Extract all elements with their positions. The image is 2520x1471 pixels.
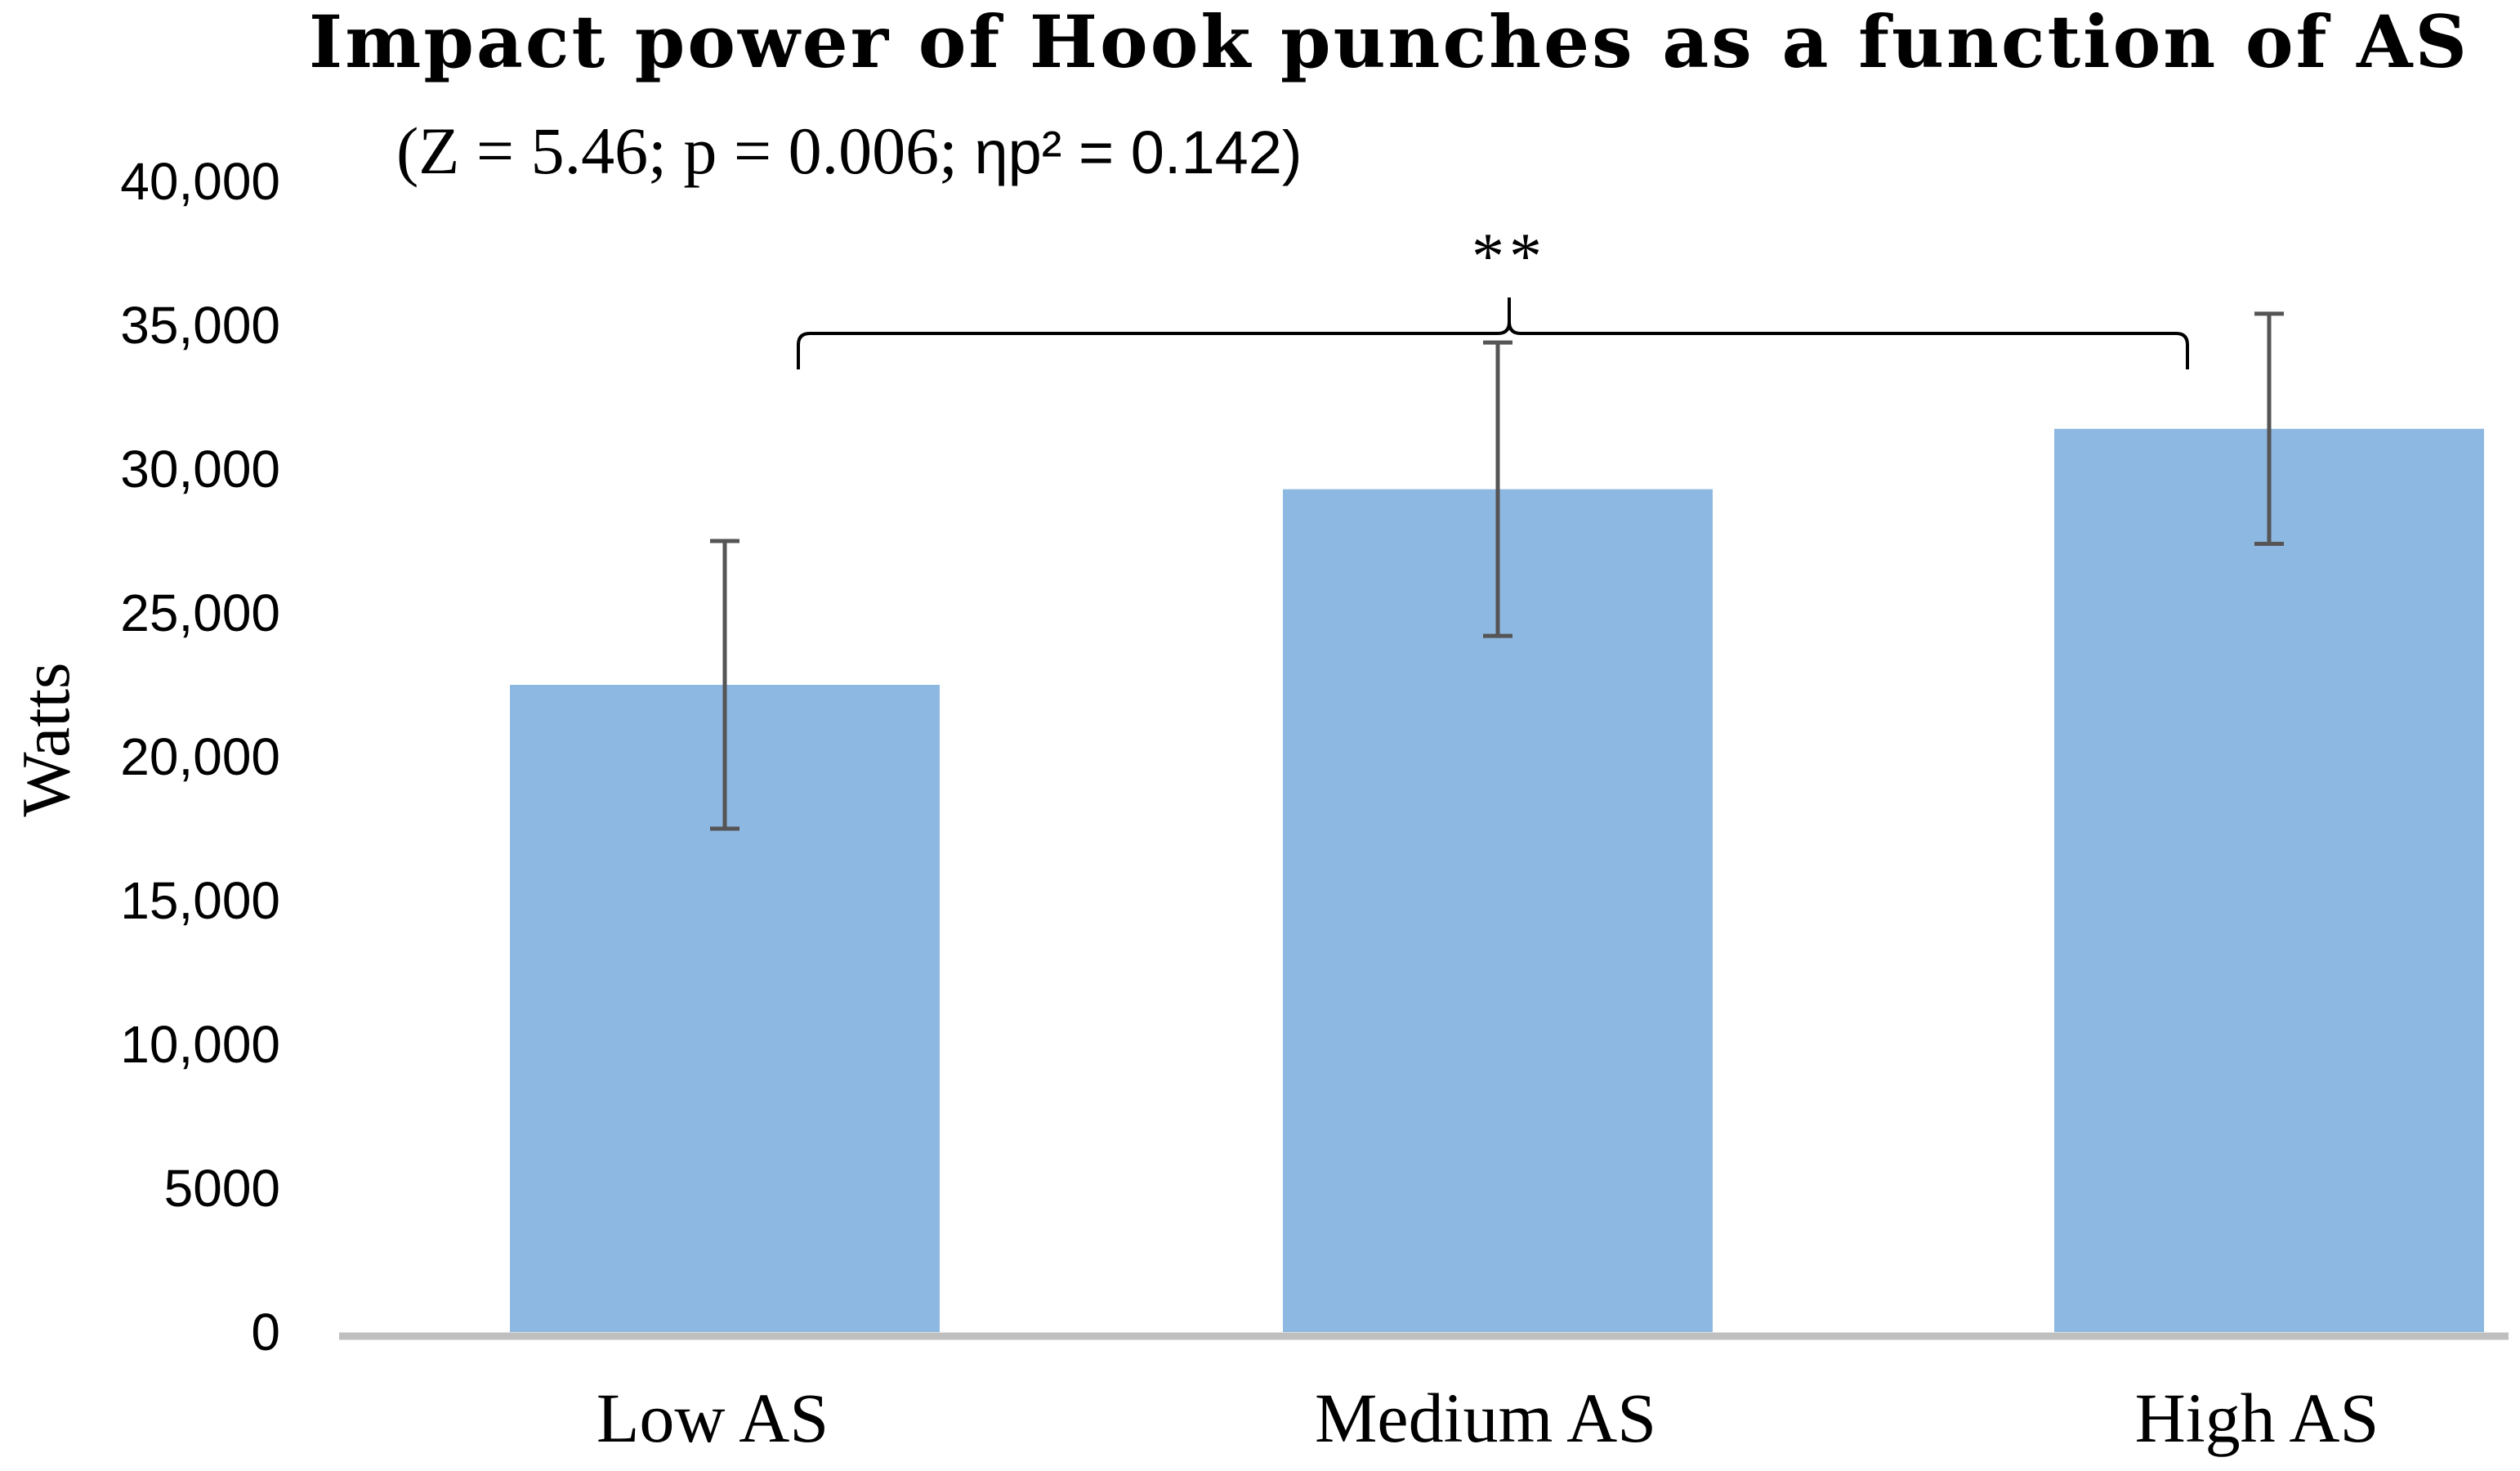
x-tick-label: High AS <box>2135 1379 2379 1457</box>
x-tick-label: Medium AS <box>1315 1379 1656 1457</box>
error-bars <box>710 311 2284 831</box>
x-tick-label: Low AS <box>596 1379 829 1457</box>
y-axis-ticks: 0 5000 10,000 15,000 20,000 25,000 30,000 35,00… <box>120 152 280 1361</box>
y-tick-label: 10,000 <box>120 1015 280 1074</box>
chart-subtitle: (Z = 5.46; p = 0.006; ηp² = 0.142) <box>396 114 1302 188</box>
y-axis-label: Watts <box>8 662 84 816</box>
error-bar <box>2254 311 2284 547</box>
y-tick-label: 25,000 <box>120 583 280 642</box>
significance-label: ** <box>1472 221 1547 293</box>
y-tick-label: 5000 <box>164 1159 280 1218</box>
y-tick-label: 30,000 <box>120 440 280 499</box>
y-tick-label: 40,000 <box>120 152 280 211</box>
y-tick-label: 20,000 <box>120 727 280 786</box>
y-tick-label: 35,000 <box>120 296 280 355</box>
subtitle-effect-size: ηp² = 0.142) <box>974 118 1302 186</box>
subtitle-stats: (Z = 5.46; p = 0.006; <box>396 114 974 188</box>
bar <box>2054 428 2484 1332</box>
chart-title: Impact power of Hook punches as a functi… <box>309 0 2469 84</box>
error-bar <box>1483 340 1512 638</box>
significance-bracket <box>797 297 2189 369</box>
significance-annotations: ** <box>797 221 2189 369</box>
y-tick-label: 0 <box>251 1303 280 1361</box>
error-bar <box>710 539 739 831</box>
y-tick-label: 15,000 <box>120 871 280 930</box>
x-axis-ticks: Low AS Medium AS High AS <box>596 1379 2379 1457</box>
